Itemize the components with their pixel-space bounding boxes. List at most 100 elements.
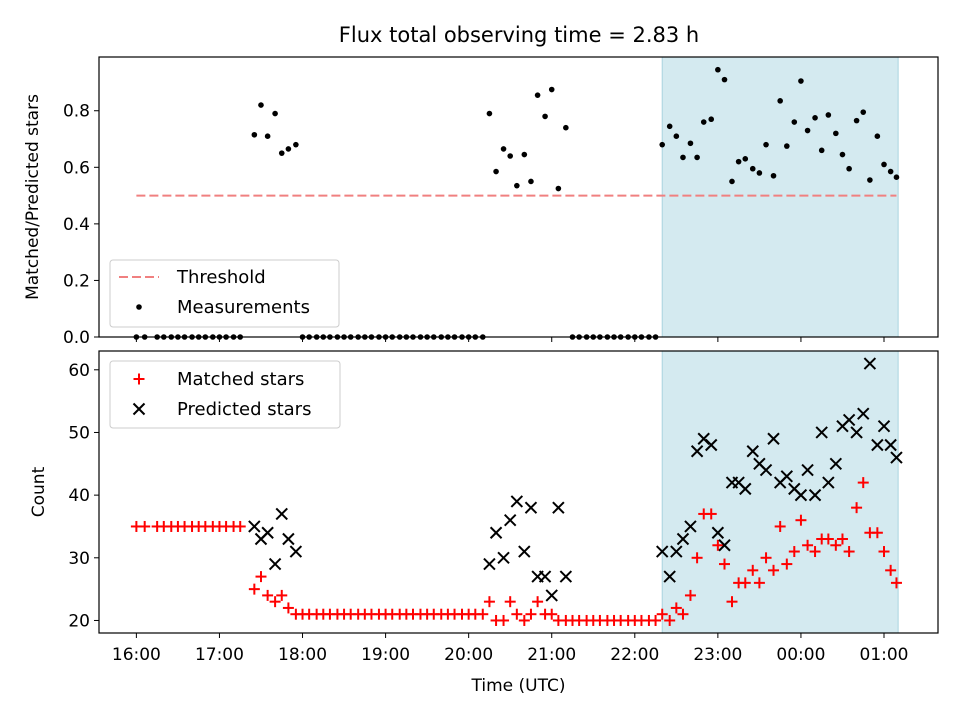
measurement-point [285,146,292,152]
predicted-stars-point [890,451,903,464]
matched-stars-point [836,533,848,545]
measurement-point [251,131,258,138]
matched-stars-point [282,602,294,614]
measurement-point [521,151,528,158]
matched-stars-point [890,577,902,589]
matched-stars-point [878,546,890,558]
cross-stroke [767,432,780,445]
matched-stars-point [726,596,738,608]
matched-stars-point [650,614,662,626]
matched-stars-point [691,552,703,564]
predicted-stars-point [739,482,752,496]
predicted-stars-point [483,557,496,571]
cross-stroke [718,539,731,552]
cross-stroke [524,501,538,514]
predicted-stars-point [545,589,558,602]
matched-stars-point [809,546,821,558]
matched-stars-point [276,589,288,601]
top-y-tick-label: 0.0 [63,328,90,348]
cross-stroke [261,526,274,539]
predicted-stars-point [261,526,274,539]
measurement-point [833,130,839,137]
predicted-stars-point [670,545,683,558]
predicted-stars-point [815,426,828,439]
measurement-point [534,92,541,98]
matched-stars-point [504,596,516,608]
measurement-point [493,168,499,175]
predicted-stars-point [676,532,690,546]
bottom-y-tick-label: 50 [68,423,90,443]
cross-stroke [746,445,759,458]
matched-stars-point [483,596,495,608]
cross-stroke [545,589,558,602]
matched-stars-point [739,577,751,589]
matched-stars-point [477,608,489,620]
predicted-stars-point [538,570,552,583]
measurement-point [860,109,867,115]
predicted-stars-point [489,526,503,539]
matched-stars-point [269,596,281,608]
cross-stroke [884,438,897,452]
predicted-stars-point [759,463,773,477]
top-legend: Threshold Measurements [109,259,340,328]
measurement-point [804,127,811,134]
cross-stroke [552,501,565,514]
matched-stars-point [234,520,246,532]
chart-title: Flux total observing time = 2.83 h [339,23,699,47]
cross-stroke [822,476,835,489]
predicted-stars-point [794,488,808,502]
matched-stars-point [719,558,731,570]
measurement-point [293,141,299,148]
measurement-point [874,133,881,139]
predicted-stars-point [690,445,704,458]
matched-stars-point [753,577,765,589]
predicted-stars-point [808,488,822,502]
bottom-axes-frame [98,350,939,634]
bottom-panel: 20 30 40 50 60 16:00 17:00 18:00 19:00 20:00 21:00… [29,350,939,696]
matched-stars-point [774,520,786,532]
predicted-stars-point [850,426,863,439]
measurement-point [756,170,763,176]
matched-stars-point [802,539,814,551]
cross-stroke [268,557,282,571]
measurement-point [700,119,707,125]
top-panel: 0.00.20.40.60.8 Matched/Predicted stars … [23,56,939,348]
predicted-stars-point [656,545,669,558]
measurement-point [893,174,900,181]
matched-stars-point [768,564,780,576]
predicted-stars-point [863,357,877,370]
measurement-point [278,150,285,156]
bottom-y-tick-label: 40 [68,486,90,506]
matched-stars-point [830,539,842,551]
cross-stroke [275,507,288,521]
bottom-y-tick-label: 30 [68,549,90,569]
cross-stroke [503,513,517,527]
cross-stroke [863,357,877,370]
legend-cross-marker [132,402,146,416]
measurement-point [881,161,887,168]
cross-stroke [690,445,704,458]
bottom-x-tick-label: 00:00 [776,645,825,665]
legend-predicted-label: Predicted stars [177,399,311,420]
measurement-point [555,185,562,192]
matched-stars-point [788,546,800,558]
bottom-data-marks [130,357,903,626]
measurement-point [839,151,846,158]
measurement-point [784,143,790,149]
legend-measurements-label: Measurements [177,297,310,318]
matched-stars-point [532,596,544,608]
cross-stroke [132,402,146,416]
matched-stars-point [822,533,834,545]
predicted-stars-point [559,570,573,583]
predicted-stars-point [268,557,282,571]
predicted-stars-point [884,438,897,452]
matched-stars-point [760,552,772,564]
cross-stroke [705,438,718,452]
measurement-point [742,156,749,162]
matched-stars-point [255,571,267,583]
measurement-point [500,146,507,152]
measurement-point [798,78,804,84]
matched-stars-point [747,564,759,576]
cross-stroke [497,551,510,565]
